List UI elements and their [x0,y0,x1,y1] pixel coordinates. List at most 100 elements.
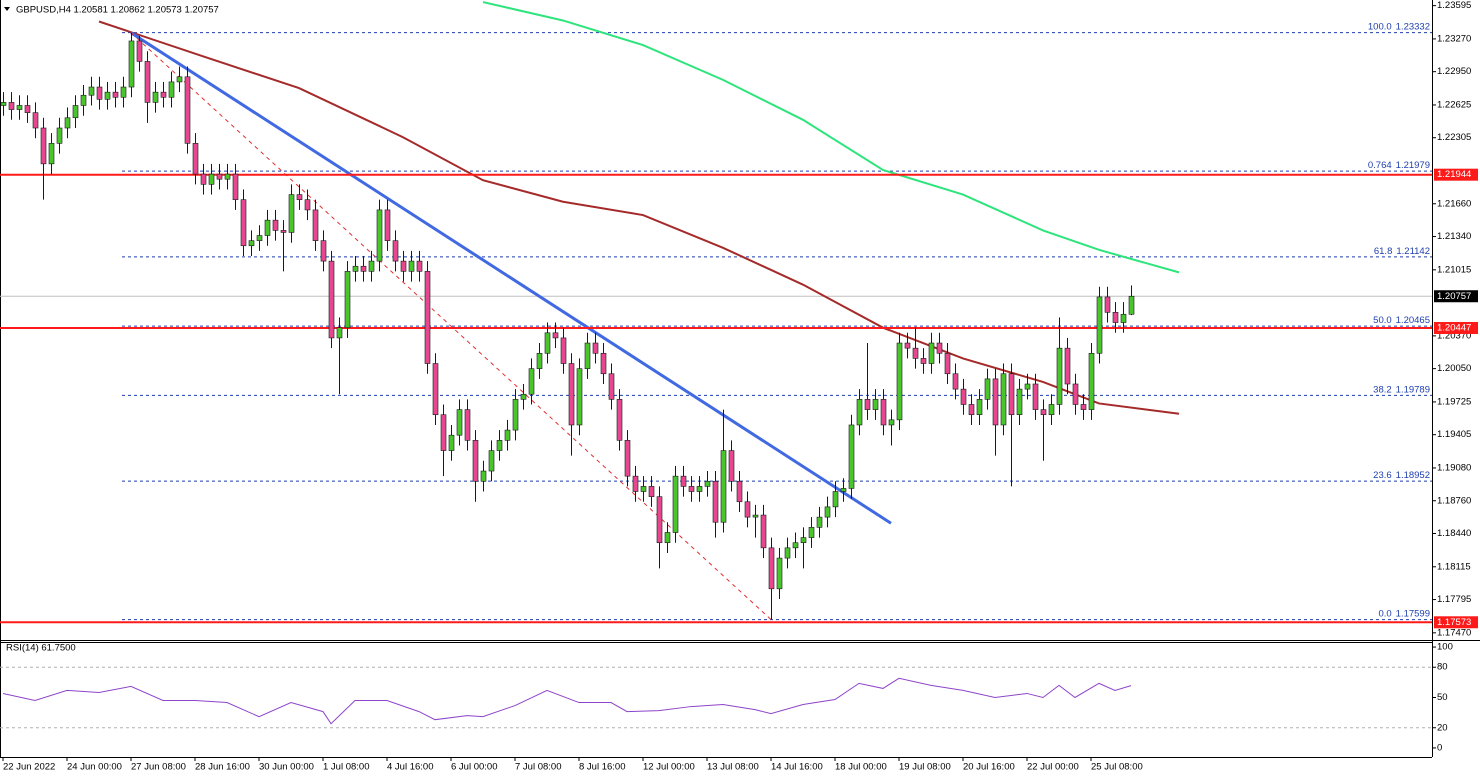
candle-body [720,450,727,523]
candle-body [992,378,999,426]
candle-body [256,235,263,241]
y-tick-label: 1.18760 [1437,495,1471,506]
candle-body [384,209,391,241]
candle-body [216,173,223,180]
candle-body [176,76,183,83]
candle-body [48,143,55,165]
candle-body [952,373,959,390]
candle-body [1128,295,1135,315]
candle-body [408,260,415,272]
candle-body [1120,313,1127,323]
fib-label: 38.2 1.19789 [1373,384,1430,395]
candle-body [80,94,87,106]
time-label: 30 Jun 00:00 [259,762,314,773]
candle-body [792,542,799,549]
rsi-y-tick-label: 50 [1437,692,1448,703]
candle-body [736,480,743,503]
candle-body [456,409,463,436]
candle-body [592,342,599,354]
y-tick-label: 1.20370 [1437,330,1471,341]
candle-body [392,240,399,262]
candle-body [448,434,455,451]
candle-body [1064,347,1071,385]
y-tick-label: 1.20050 [1437,363,1471,374]
candle-body [328,260,335,339]
candle-body [360,265,367,272]
candle-body [936,342,943,354]
rsi-y-tick-label: 80 [1437,662,1448,673]
candle-body [552,332,559,339]
candle-body [416,260,423,272]
fib-level-value: 1.21979 [1396,160,1430,171]
time-label: 7 Jul 08:00 [515,762,561,773]
candle-body [856,399,863,426]
candle-body [104,91,111,100]
time-label: 20 Jul 16:00 [963,762,1015,773]
candle-body [64,117,71,129]
candle-body [224,173,231,180]
fib-level-value: 1.21142 [1396,245,1430,256]
candle-body [496,440,503,451]
candle-body [864,399,871,410]
candle-body [96,86,103,100]
candle-body [1080,404,1087,410]
chart-title: GBPUSD,H4 1.20581 1.20862 1.20573 1.2075… [16,5,219,16]
candle-body [432,363,439,416]
y-tick-label: 1.22950 [1437,66,1471,77]
candle-body [872,399,879,410]
candle-body [32,112,39,129]
candle-body [1040,409,1047,416]
moving-average [98,20,1180,415]
candle-body [504,429,511,441]
time-label: 8 Jul 16:00 [579,762,625,773]
y-tick-label: 1.23270 [1437,33,1471,44]
candle-body [136,40,143,62]
time-label: 25 Jul 08:00 [1091,762,1143,773]
y-tick-label: 1.19080 [1437,462,1471,473]
candle-body [184,76,191,144]
candle-body [832,491,839,508]
fib-level-name: 0.764 [1368,160,1392,171]
candle-body [40,127,47,165]
candle-body [480,470,487,482]
y-tick-label: 1.23595 [1437,0,1471,11]
candle-body [640,486,647,492]
candle-body [968,404,975,416]
main-plot: 100.0 1.23332 0.764 1.21979 61.8 1.21142 50.0 1… [0,1,1432,624]
candle-body [608,373,615,400]
candle-body [312,209,319,241]
trendline [130,32,772,620]
candle-body [960,388,967,405]
candle-body [8,102,15,110]
candle-body [800,537,807,544]
y-tick-label: 1.21660 [1437,198,1471,209]
candle-body [152,91,159,103]
fib-level-value: 1.23332 [1396,21,1430,32]
rsi-y-tick-label: 0 [1437,742,1442,753]
candle-body [576,368,583,426]
y-tick-label: 1.22625 [1437,99,1471,110]
candle-body [232,173,239,200]
candle-body [896,342,903,421]
candle-body [512,399,519,431]
candle-body [288,194,295,233]
candle-body [128,40,135,88]
rsi-title: RSI(14) 61.7500 [6,643,76,654]
candle-body [544,332,551,354]
candle-body [24,105,31,113]
candle-body [752,514,759,518]
time-label: 14 Jul 16:00 [771,762,823,773]
candle-body [0,102,7,106]
candle-body [200,173,207,185]
candle-body [840,488,847,492]
candle-body [928,342,935,364]
trendline [130,31,892,525]
candle-body [824,506,831,518]
fib-label: 100.0 1.23332 [1368,21,1430,32]
symbol-menu-icon[interactable] [4,7,10,11]
candle-body [240,199,247,247]
candle-body [1000,373,1007,426]
candle-body [192,143,199,175]
